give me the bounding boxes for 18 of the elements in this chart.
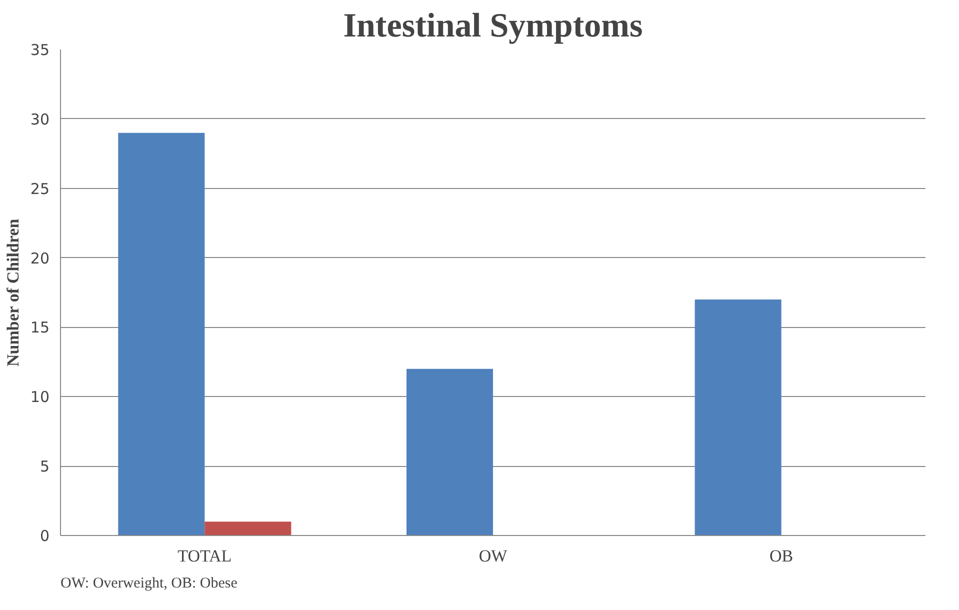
- bar: [694, 299, 782, 536]
- bar: [204, 522, 292, 536]
- y-axis-title: Number of Children: [3, 218, 22, 366]
- y-tick-label: 10: [30, 388, 50, 406]
- x-tick-label: OB: [770, 546, 794, 566]
- bar: [118, 132, 205, 536]
- chart-title: Intestinal Symptoms: [343, 8, 643, 44]
- bar: [406, 368, 493, 536]
- y-tick-label: 15: [30, 318, 50, 337]
- x-tick-label: TOTAL: [178, 546, 232, 566]
- y-tick-label: 25: [30, 180, 50, 198]
- y-tick-label: 5: [40, 458, 50, 476]
- y-tick-label: 20: [30, 249, 50, 268]
- y-tick-label: 35: [30, 41, 50, 59]
- y-tick-label: 0: [40, 527, 50, 545]
- x-tick-label: OW: [478, 546, 508, 566]
- y-tick-label: 30: [30, 110, 50, 128]
- text: OW: Overweight, OB: Obese: [60, 576, 238, 592]
